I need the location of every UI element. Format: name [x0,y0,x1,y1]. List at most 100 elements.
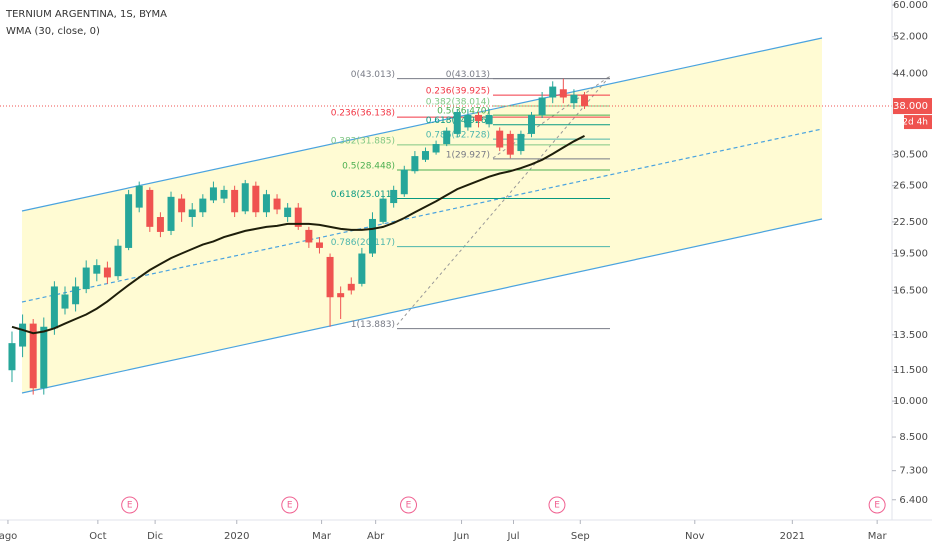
x-tick-label: Oct [89,531,106,542]
y-tick-label: 52.000 [893,32,928,43]
y-tick-label: 44.000 [893,69,928,80]
fib-label: 0.786(20.117) [331,238,395,248]
price-label: 38.000 [893,101,928,112]
event-marker [548,496,566,514]
event-marker [121,496,139,514]
candle-body [231,189,239,213]
wma-line [11,135,585,335]
countdown-badge [904,115,932,130]
candle-body [538,97,546,115]
candle-body [464,114,472,128]
y-tick-label: 10.000 [893,396,928,407]
candle-body [453,111,461,134]
candle-body [528,114,536,134]
candle-body [156,217,164,232]
fib-label: 0(43.013) [351,70,395,80]
candle-body [485,114,493,125]
candle-body [209,187,217,201]
fib-label: 0.236(36.138) [331,109,395,119]
y-tick-label: 13.500 [893,330,928,341]
candle-body [50,286,58,329]
y-tick-label: 22.500 [893,217,928,228]
candle-body [368,218,376,254]
candle-body [40,326,48,389]
y-tick-label: 6.400 [899,495,928,506]
candle-body [29,323,37,389]
countdown-label: 2d 4h [902,118,928,128]
fib-label: 1(13.883) [351,320,395,330]
candle-body [284,207,292,218]
candle-body [400,169,408,195]
x-tick-label: Mar [868,531,888,542]
event-label: E [874,501,880,511]
fib-label: 0.382(31.885) [331,136,395,146]
fib-label: 0.236(39.925) [426,87,490,97]
fib-label: 0.382(38.014) [426,97,490,107]
event-marker [868,496,886,514]
fib-label: 0.786(32.728) [426,131,490,141]
candle-body [432,144,440,153]
candle-body [506,133,514,155]
channel-lower [21,218,823,394]
x-tick-label: ago [0,531,17,542]
candle-body [135,185,143,208]
event-label: E [127,501,133,511]
y-tick-label: 16.500 [893,285,928,296]
candle-body [188,209,196,218]
plot: 0(43.013) 0.236(36.138) 0.382(31.885) 0.5(2… [0,70,892,395]
candle-body [411,156,419,172]
candle-body [93,265,101,274]
candle-body [262,194,270,213]
candle-body [61,294,69,309]
candle-body [167,196,175,231]
candle-body [517,133,525,152]
event-label: E [406,501,412,511]
channel-upper [21,37,823,212]
candle-body [220,189,228,199]
chart-title: TERNIUM ARGENTINA, 1S, BYMA [5,9,167,20]
candle-body [581,94,589,107]
candle-body [199,198,207,213]
channel-mid [21,128,823,303]
fib-label: 0.618(25.011) [331,190,395,200]
fib-trend [396,75,611,326]
candle-body [252,185,260,213]
x-tick-label: Jul [506,531,519,542]
candle-body [114,245,122,277]
candle-body [337,293,345,298]
candle-body [241,183,249,212]
indicator-legend: WMA (30, close, 0) [6,26,100,37]
x-tick-label: Dic [147,531,163,542]
candle-body [19,323,27,347]
y-tick-label: 11.500 [893,365,928,376]
candle-body [358,253,366,284]
candle-body [125,194,133,248]
event-marker [281,496,299,514]
x-tick-label: Mar [312,531,332,542]
candle-body [421,151,429,160]
x-tick-label: 2020 [224,531,249,542]
event-label: E [554,501,560,511]
candle-body [146,189,154,227]
candle-body [347,283,355,291]
x-tick-label: Abr [367,531,385,542]
candle-body [305,229,313,243]
fib-label: 0.5(36.470) [437,107,490,117]
candle-body [559,89,567,98]
candle-body [273,198,281,210]
candle-body [496,130,504,148]
x-tick-label: Sep [571,531,590,542]
x-tick-label: Jun [453,531,470,542]
event-marker [400,496,418,514]
y-tick-label: 8.500 [899,432,928,443]
candle-body [549,86,557,98]
fib-label: 0(43.013) [446,70,490,80]
y-tick-label: 60.000 [893,0,928,11]
candle-body [315,242,323,248]
candle-body [294,207,302,227]
y-tick-label: 19.500 [893,249,928,260]
candle-body [103,267,111,278]
candle-body [474,114,482,122]
candle-body [443,130,451,145]
candle-body [326,256,334,298]
